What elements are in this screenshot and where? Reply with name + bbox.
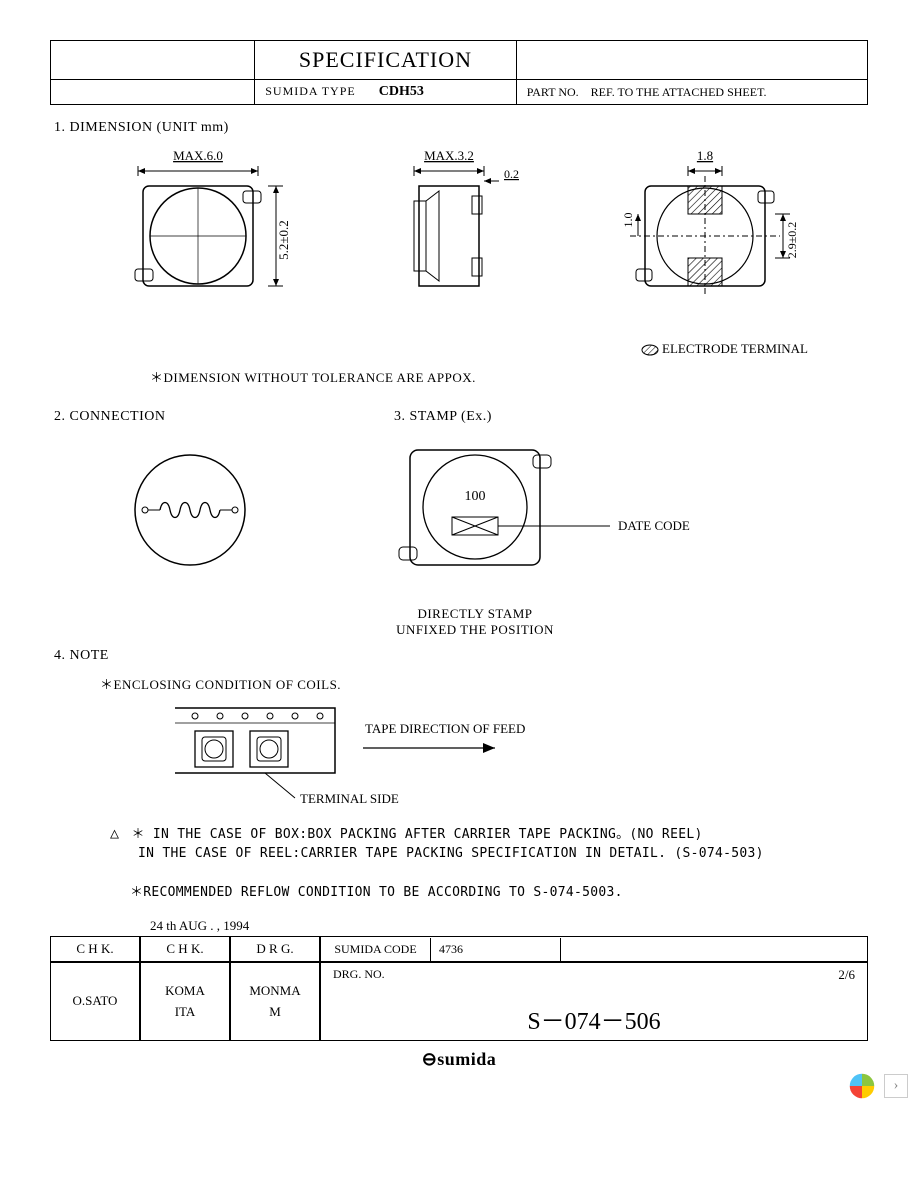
stamp-line1: DIRECTLY STAMP [390, 606, 560, 622]
dim-pad-offset: 1.0 [621, 213, 635, 228]
section2-heading: 2. CONNECTION [54, 409, 390, 425]
connection-diagram [90, 435, 290, 585]
dim-top-view: MAX.6.0 5.2±0.2 [88, 146, 308, 326]
tolerance-note: ＊DIMENSION WITHOUT TOLERANCE ARE APPOX. [150, 367, 868, 386]
sumida-type-label: SUMIDA TYPE [265, 84, 355, 98]
chk1-header: C H K. [50, 936, 140, 962]
dim-clearance: 0.2 [504, 167, 519, 181]
name1-cell: O.SATO [50, 962, 140, 1041]
dim-max-depth: MAX.3.2 [424, 148, 474, 163]
header-table: SPECIFICATION SUMIDA TYPE CDH53 PART NO.… [50, 40, 868, 105]
name2-cell: KOMA ITA [140, 962, 230, 1041]
stamp-diagram: 100 DATE CODE [390, 435, 730, 595]
sumida-code-value: 4736 [431, 938, 561, 961]
corner-nav: › [848, 1072, 908, 1100]
part-no-label: PART NO. [527, 85, 579, 99]
section4-heading: 4. NOTE [54, 648, 868, 664]
sumida-code-label: SUMIDA CODE [321, 938, 431, 961]
dim-side-view: MAX.3.2 0.2 [384, 146, 534, 326]
terminal-side-label: TERMINAL SIDE [300, 791, 399, 806]
dim-pad-gap: 2.9±0.2 [785, 222, 799, 259]
enclosing-note: ＊ENCLOSING CONDITION OF COILS. [100, 674, 868, 693]
section1-heading: 1. DIMENSION (UNIT mm) [54, 120, 868, 136]
note-reflow: ＊RECOMMENDED REFLOW CONDITION TO BE ACCO… [130, 881, 868, 900]
dim-height: 5.2±0.2 [276, 220, 291, 260]
page-number: 2/6 [838, 967, 855, 983]
tape-diagram: TAPE DIRECTION OF FEED TERMINAL SIDE [165, 703, 685, 813]
name3-cell: MONMA M [230, 962, 320, 1041]
drg-header: D R G. [230, 936, 320, 962]
sumida-type-cell: SUMIDA TYPE CDH53 [255, 80, 516, 105]
drg-no-value: S－074－506 [333, 1001, 855, 1036]
note-box-reel-a: △ ＊ IN THE CASE OF BOX:BOX PACKING AFTER… [110, 823, 868, 842]
part-no-text: REF. TO THE ATTACHED SHEET. [591, 85, 767, 99]
dim-footprint: 1.8 1.0 2.9±0.2 [610, 146, 830, 326]
stamp-value: 100 [465, 489, 486, 504]
spec-title: SPECIFICATION [255, 41, 516, 80]
section3-heading: 3. STAMP (Ex.) [394, 409, 868, 425]
tape-diagram-row: TAPE DIRECTION OF FEED TERMINAL SIDE [165, 703, 868, 813]
sumida-logo: ⊖sumida [50, 1049, 868, 1070]
drg-no-cell: DRG. NO. 2/6 S－074－506 [320, 962, 868, 1041]
part-no-cell: PART NO. REF. TO THE ATTACHED SHEET. [516, 80, 867, 105]
dimension-drawings: MAX.6.0 5.2±0.2 MAX.3.2 0.2 [50, 146, 868, 326]
note-box-reel-b: IN THE CASE OF REEL:CARRIER TAPE PACKING… [138, 846, 868, 861]
footer-grid: C H K. C H K. D R G. SUMIDA CODE 4736 O.… [50, 936, 868, 1041]
footer-date: 24 th AUG . , 1994 [150, 918, 868, 934]
sumida-code-cell: SUMIDA CODE 4736 [320, 936, 868, 962]
next-page-button[interactable]: › [884, 1074, 908, 1098]
date-code-label: DATE CODE [618, 518, 690, 533]
electrode-terminal-label: ELECTRODE TERMINAL [50, 341, 808, 357]
triangle-icon: △ [110, 824, 119, 842]
pinwheel-icon[interactable] [848, 1072, 876, 1100]
chk2-header: C H K. [140, 936, 230, 962]
sumida-type-value: CDH53 [379, 84, 424, 99]
dim-max-width: MAX.6.0 [173, 148, 223, 163]
tape-direction-label: TAPE DIRECTION OF FEED [365, 721, 525, 736]
drg-no-label: DRG. NO. [333, 967, 385, 983]
stamp-line2: UNFIXED THE POSITION [390, 622, 560, 638]
footer-area: 24 th AUG . , 1994 C H K. C H K. D R G. … [50, 918, 868, 1070]
dim-pad-width: 1.8 [697, 148, 713, 163]
